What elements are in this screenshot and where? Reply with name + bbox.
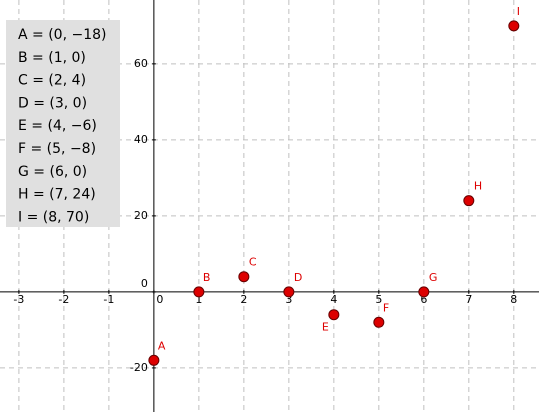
x-tick-label: 1 xyxy=(195,293,202,306)
algebra-entry: D = (3, 0) xyxy=(18,95,87,111)
algebra-entry: H = (7, 24) xyxy=(18,187,96,203)
x-tick-label: -2 xyxy=(58,293,69,306)
x-tick-label: 7 xyxy=(465,293,472,306)
algebra-entry: I = (8, 70) xyxy=(18,209,89,225)
point xyxy=(328,309,340,321)
x-tick-label: 0 xyxy=(156,293,163,306)
x-tick-label: -3 xyxy=(13,293,24,306)
point xyxy=(238,271,250,283)
point-label: F xyxy=(383,301,389,314)
algebra-box: A = (0, −18) B = (1, 0) C = (2, 4) D = (3, … xyxy=(6,20,120,227)
point-label: E xyxy=(322,321,329,334)
points: A B C D E F G H I xyxy=(148,5,520,366)
point-label: G xyxy=(429,271,438,284)
y-tick-label: -20 xyxy=(130,361,148,374)
x-tick-label: 6 xyxy=(420,293,427,306)
algebra-entry: G = (6, 0) xyxy=(18,164,87,180)
x-tick-label: 5 xyxy=(375,293,382,306)
point-label: D xyxy=(294,271,302,284)
y-tick-label: 60 xyxy=(134,57,148,70)
algebra-entry: F = (5, −8) xyxy=(18,141,96,157)
point xyxy=(373,316,385,328)
point-label: H xyxy=(474,180,482,193)
algebra-entry: C = (2, 4) xyxy=(18,73,86,89)
y-tick-label: 40 xyxy=(134,133,148,146)
point xyxy=(418,286,430,298)
x-tick-label: 3 xyxy=(285,293,292,306)
point xyxy=(508,20,520,32)
point-label: A xyxy=(158,339,166,352)
point-label: I xyxy=(517,5,520,18)
point-label: C xyxy=(249,256,257,269)
point xyxy=(193,286,205,298)
y-tick-label: 20 xyxy=(134,209,148,222)
x-tick-label: 8 xyxy=(510,293,517,306)
x-tick-label: 2 xyxy=(240,293,247,306)
point-label: B xyxy=(203,271,211,284)
point xyxy=(463,195,475,207)
y-tick-label: 0 xyxy=(141,277,148,290)
point xyxy=(283,286,295,298)
x-tick-label: 4 xyxy=(330,293,337,306)
x-tick-label: -1 xyxy=(103,293,114,306)
algebra-entry: A = (0, −18) xyxy=(18,27,106,43)
point xyxy=(148,354,160,366)
algebra-entry: E = (4, −6) xyxy=(18,118,97,134)
algebra-entry: B = (1, 0) xyxy=(18,50,86,66)
algebra-box-bg xyxy=(6,20,120,227)
